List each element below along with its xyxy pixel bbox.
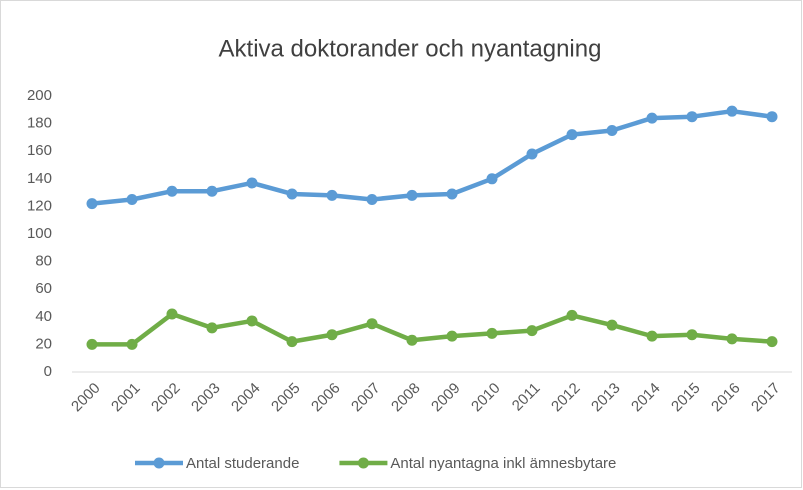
y-tick-label: 80: [35, 253, 52, 270]
y-tick-label: 140: [27, 170, 52, 187]
data-point: [126, 338, 138, 350]
data-point: [566, 309, 578, 321]
data-point: [606, 319, 618, 331]
data-point: [486, 327, 498, 339]
data-point: [406, 334, 418, 346]
data-point: [86, 338, 98, 350]
data-point: [766, 111, 778, 123]
data-point: [446, 330, 458, 342]
series-line: [92, 311, 773, 347]
data-point: [566, 129, 578, 141]
data-point: [686, 111, 698, 123]
data-point: [726, 105, 738, 117]
data-point: [166, 185, 178, 197]
series-line: [91, 108, 773, 206]
data-point: [326, 189, 338, 201]
data-point: [166, 308, 178, 320]
data-point: [126, 194, 138, 205]
legend-label: Antal studerande: [186, 455, 299, 472]
data-point: [486, 173, 498, 185]
data-point: [246, 315, 258, 327]
data-point: [526, 325, 538, 337]
data-point: [206, 322, 218, 334]
data-point: [646, 330, 658, 342]
y-tick-label: 60: [35, 280, 52, 297]
legend-label: Antal nyantagna inkl ämnesbytare: [390, 455, 616, 472]
data-point: [726, 333, 738, 345]
data-point: [526, 148, 538, 160]
y-tick-label: 120: [27, 197, 52, 214]
legend-marker: [153, 457, 165, 469]
data-point: [406, 189, 418, 201]
data-point: [246, 177, 258, 189]
y-tick-label: 100: [27, 225, 52, 242]
data-point: [366, 318, 378, 330]
y-tick-label: 40: [35, 308, 52, 325]
data-point: [606, 125, 618, 136]
data-point: [766, 336, 778, 348]
data-point: [326, 329, 338, 341]
data-point: [206, 185, 218, 197]
y-tick-label: 200: [27, 87, 52, 104]
legend-item: Antal studerande: [135, 455, 299, 472]
legend-marker: [357, 457, 369, 469]
chart-title: Aktiva doktorander och nyantagning: [219, 35, 602, 62]
data-point: [366, 194, 378, 205]
data-point: [446, 188, 458, 200]
data-point: [286, 188, 298, 200]
legend-item: Antal nyantagna inkl ämnesbytare: [339, 455, 616, 472]
data-point: [286, 336, 298, 348]
data-point: [646, 112, 658, 124]
y-tick-label: 160: [27, 142, 52, 159]
y-tick-label: 180: [27, 115, 52, 132]
data-point: [86, 198, 98, 210]
data-point: [686, 329, 698, 341]
y-tick-label: 0: [44, 363, 52, 380]
y-tick-label: 20: [35, 335, 52, 352]
